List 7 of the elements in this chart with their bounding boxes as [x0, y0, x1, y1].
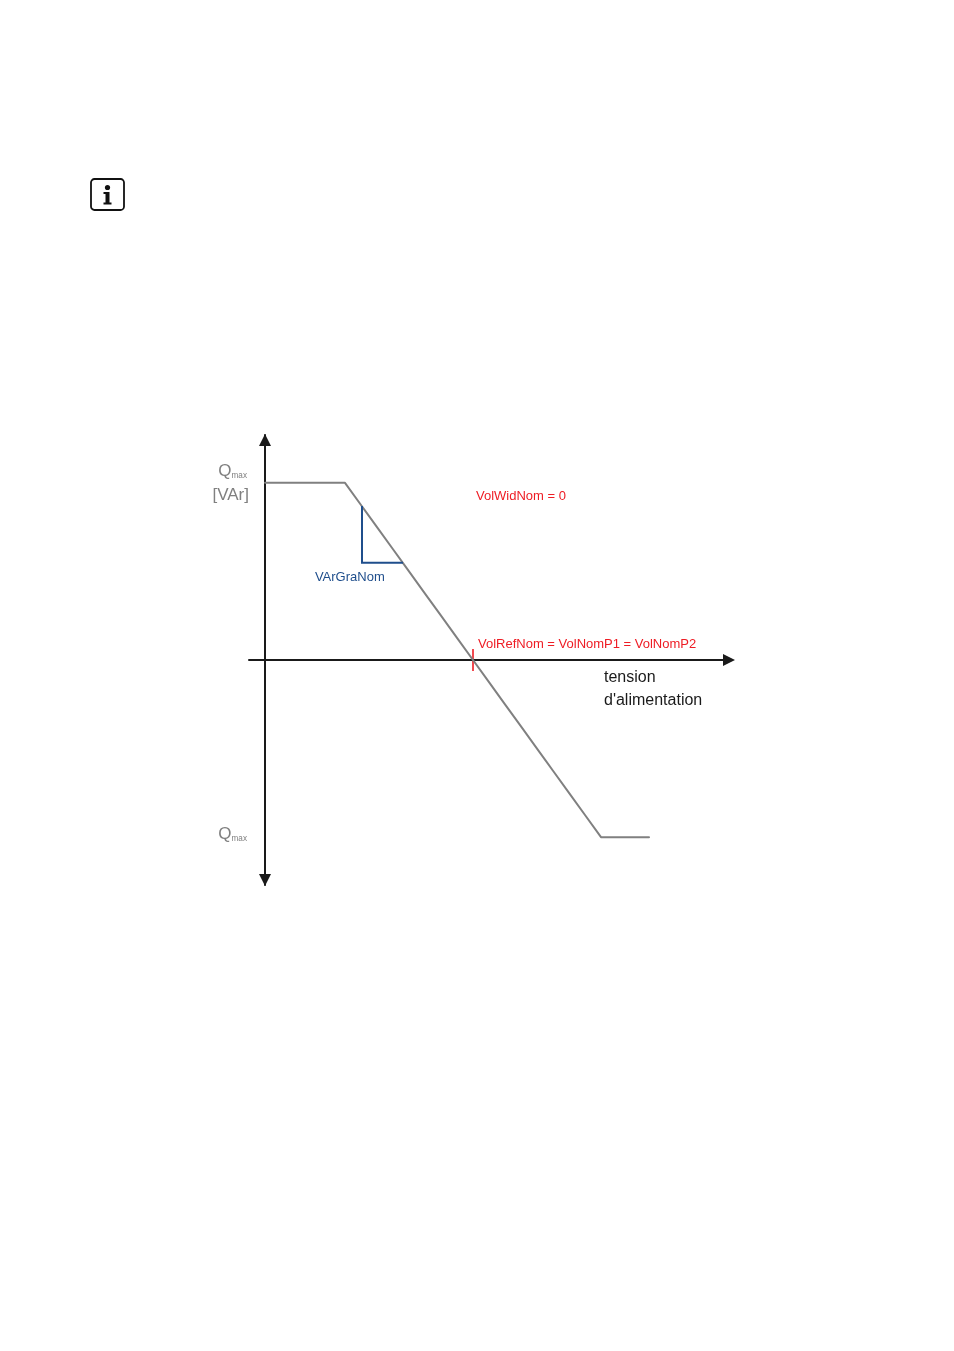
text: Q$_{max}$	[218, 460, 247, 481]
x-axis-title: tension d'alimentation	[604, 667, 704, 710]
annotation: VArGraNom	[314, 569, 385, 585]
text: Q$_{max}$	[218, 823, 247, 845]
annotation: VolRefNom = VolNomP1 = VolNomP2	[478, 636, 697, 652]
annotation: VolWidNom = 0	[476, 488, 566, 504]
y-axis-title: [VAr]	[212, 484, 249, 506]
